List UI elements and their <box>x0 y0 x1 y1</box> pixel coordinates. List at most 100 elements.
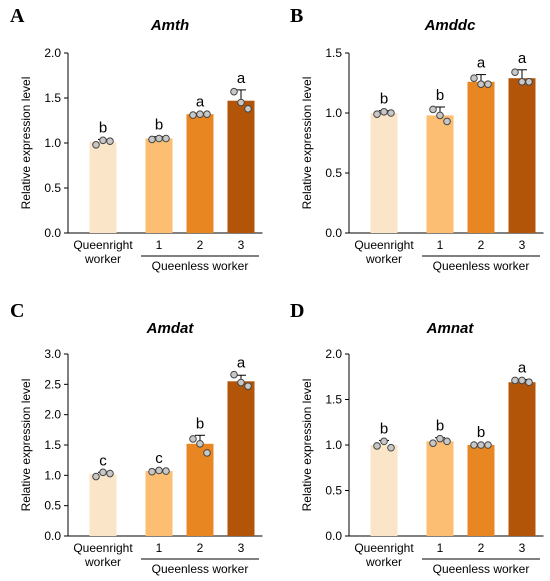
data-point <box>443 437 451 446</box>
data-point <box>189 435 197 443</box>
data-point <box>92 472 100 481</box>
bar <box>89 142 117 233</box>
data-point <box>106 137 114 145</box>
bar <box>508 382 536 536</box>
bar <box>467 445 495 536</box>
x-tick-label: 3 <box>238 541 245 555</box>
bar <box>186 443 214 536</box>
significance-letter: a <box>237 70 246 87</box>
data-point <box>196 110 204 118</box>
chart-panel-d: D Amnat Relative expression level 0.0 0.5 1.0… <box>290 300 544 576</box>
significance-letter: b <box>155 117 163 134</box>
x-tick-label: 1 <box>437 238 444 252</box>
bar <box>186 114 214 233</box>
y-tick-label: 2.0 <box>44 408 61 422</box>
group-label: Queenless worker <box>152 562 249 576</box>
data-point <box>373 110 381 118</box>
y-tick-label: 0.0 <box>44 226 61 240</box>
data-point <box>470 74 478 82</box>
data-point <box>436 111 444 120</box>
significance-letter: a <box>237 355 246 372</box>
data-point <box>99 136 107 145</box>
group-label: Queenless worker <box>152 259 249 273</box>
chart-title: Amth <box>150 17 189 34</box>
x-tick-label: Queenright <box>354 238 414 252</box>
y-tick-label: 1.0 <box>325 106 342 120</box>
panel-letter: A <box>10 5 25 27</box>
x-tick-label: 2 <box>197 541 204 555</box>
significance-letter: a <box>518 50 527 67</box>
x-tick-label: worker <box>84 555 121 569</box>
data-point <box>436 434 444 443</box>
data-point <box>525 378 533 387</box>
y-tick-label: 3.0 <box>44 347 61 361</box>
data-point <box>162 467 170 475</box>
y-axis-label: Relative expression level <box>300 379 314 512</box>
data-point <box>387 443 395 452</box>
chart-panel-b: B Amddc Relative expression level 0.0 0.5 1.0… <box>290 5 544 273</box>
y-tick-label: 0.0 <box>325 529 342 543</box>
y-tick-label: 2.0 <box>325 347 342 361</box>
y-tick-label: 0.0 <box>44 529 61 543</box>
x-tick-label: Queenright <box>73 238 133 252</box>
y-tick-label: 0.5 <box>44 499 61 513</box>
panel-letter: C <box>10 300 24 322</box>
chart-title: Amdat <box>146 320 195 337</box>
y-tick-label: 0.5 <box>325 166 342 180</box>
data-point <box>380 437 388 446</box>
x-tick-label: 2 <box>478 238 485 252</box>
group-label: Queenless worker <box>433 562 530 576</box>
data-point <box>470 441 478 449</box>
data-point <box>237 378 245 387</box>
significance-letter: b <box>436 418 444 435</box>
bar <box>145 471 173 536</box>
significance-letter: a <box>196 93 205 110</box>
significance-letter: b <box>477 424 485 441</box>
bar <box>426 441 454 536</box>
bar <box>426 115 454 233</box>
y-axis-label: Relative expression level <box>19 77 33 210</box>
y-tick-label: 2.0 <box>44 46 61 60</box>
significance-letter: b <box>380 91 388 108</box>
y-tick-label: 1.0 <box>44 136 61 150</box>
data-point <box>155 466 163 475</box>
data-point <box>429 105 437 114</box>
data-point <box>477 441 485 449</box>
x-tick-label: worker <box>84 252 121 266</box>
x-tick-label: 1 <box>437 541 444 555</box>
y-axis-label: Relative expression level <box>300 77 314 210</box>
chart-title: Amddc <box>424 17 476 34</box>
significance-letter: b <box>380 420 388 437</box>
significance-letter: a <box>518 359 527 376</box>
x-tick-label: worker <box>365 555 402 569</box>
x-tick-label: Queenright <box>73 541 133 555</box>
bar <box>508 78 536 233</box>
y-tick-label: 0.0 <box>325 226 342 240</box>
significance-letter: a <box>477 55 486 72</box>
data-point <box>373 442 381 450</box>
data-point <box>148 135 156 144</box>
data-point <box>106 469 114 478</box>
y-tick-label: 1.0 <box>325 438 342 452</box>
data-point <box>518 376 526 385</box>
x-tick-label: 2 <box>478 541 485 555</box>
significance-letter: b <box>99 119 107 136</box>
x-tick-label: 3 <box>519 238 526 252</box>
data-point <box>148 467 156 476</box>
y-tick-label: 2.5 <box>44 377 61 391</box>
group-label: Queenless worker <box>433 259 530 273</box>
data-point <box>244 382 252 390</box>
data-point <box>387 109 395 117</box>
bar <box>370 113 398 233</box>
x-tick-label: 2 <box>197 238 204 252</box>
data-point <box>477 80 485 88</box>
data-point <box>230 370 238 379</box>
data-point <box>244 105 252 113</box>
bar <box>467 81 495 233</box>
data-point <box>92 141 100 149</box>
data-point <box>511 376 519 385</box>
data-point <box>99 468 107 477</box>
y-tick-label: 1.5 <box>325 393 342 407</box>
data-point <box>511 68 519 76</box>
